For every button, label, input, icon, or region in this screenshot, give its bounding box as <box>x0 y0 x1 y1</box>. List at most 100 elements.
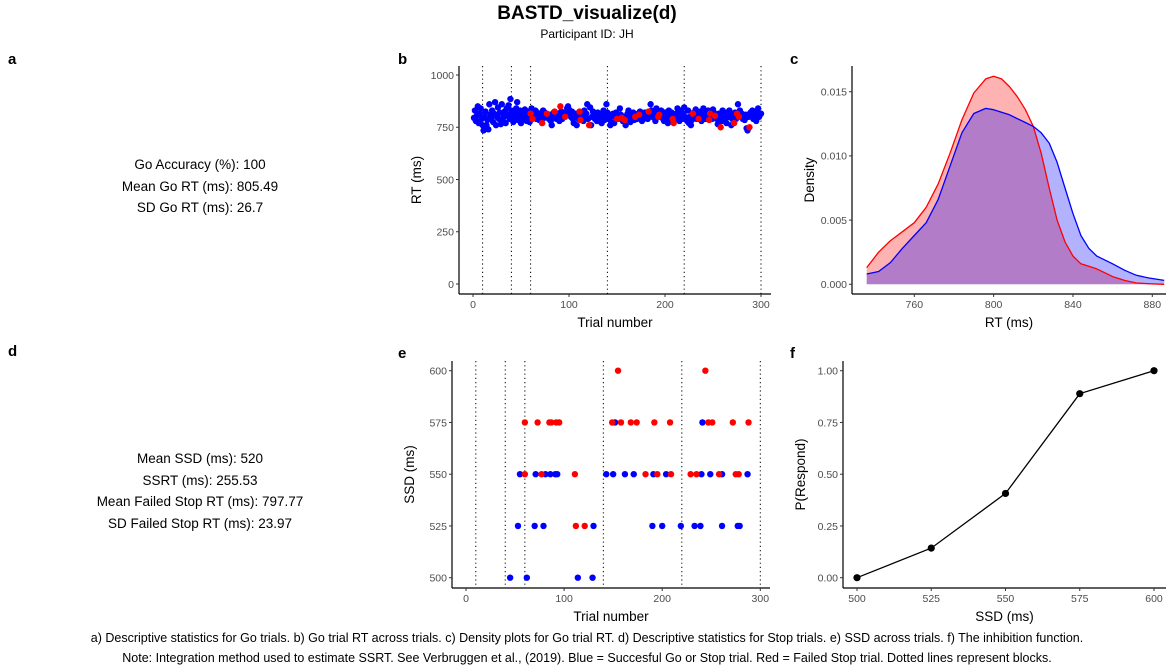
failed-stop-point <box>572 522 580 530</box>
panel-e-letter: e <box>398 345 406 362</box>
y-tick-label: 550 <box>429 469 447 481</box>
failed-stop-point <box>745 419 752 426</box>
y-axis-title: SSD (ms) <box>402 445 417 504</box>
caption-line-1: a) Descriptive statistics for Go trials.… <box>90 631 1084 645</box>
x-tick-label: 525 <box>922 593 940 605</box>
panel-c: c 760 800 840 880 0.000 0.005 0.010 0.015 RT (ms)… <box>790 51 1166 330</box>
go-trial-point <box>498 101 505 108</box>
successful-stop-point <box>697 522 704 530</box>
y-tick-label: 0.75 <box>818 417 839 429</box>
successful-stop-point <box>744 471 751 478</box>
x-tick-label: 500 <box>848 593 866 605</box>
failed-stop-point <box>621 116 628 124</box>
successful-stop-point <box>736 522 743 530</box>
go-trial-point <box>700 105 707 112</box>
successful-stop-point <box>532 471 539 478</box>
go-trial-point <box>647 101 654 108</box>
x-axis-title: Trial number <box>573 609 649 624</box>
y-tick-label: 500 <box>436 174 454 186</box>
failed-stop-point <box>561 113 569 121</box>
successful-stop-point <box>547 471 554 478</box>
successful-stop-point <box>649 522 656 530</box>
failed-stop-point <box>695 115 702 123</box>
failed-stop-point <box>693 471 700 478</box>
failed-stop-point <box>577 116 584 124</box>
panel-a-letter: a <box>8 51 17 68</box>
x-tick-label: 200 <box>656 299 674 311</box>
go-stats-panel: Go Accuracy (%): 100 Mean Go RT (ms): 80… <box>40 154 360 219</box>
density-curve <box>866 75 1165 285</box>
y-tick-label: 0.25 <box>818 521 839 533</box>
go-trial-point <box>622 121 629 129</box>
y-tick-label: 0.015 <box>821 87 847 99</box>
y-tick-label: 750 <box>436 122 454 134</box>
failed-stop-point <box>534 419 541 426</box>
successful-stop-point <box>662 471 670 478</box>
x-tick-label: 880 <box>1144 299 1162 311</box>
go-trial-point <box>653 105 660 112</box>
x-tick-label: 840 <box>1064 299 1082 311</box>
y-tick-label: 500 <box>429 573 447 585</box>
failed-stop-point <box>645 108 652 115</box>
failed-stop-point <box>642 471 649 478</box>
y-tick-label: 0.010 <box>821 151 847 163</box>
go-trial-point <box>510 118 517 126</box>
successful-stop-point <box>677 522 685 530</box>
y-tick-label: 250 <box>436 227 454 239</box>
x-tick-label: 200 <box>653 593 671 605</box>
failed-stop-point <box>521 419 529 426</box>
mean-go-rt: Mean Go RT (ms): 805.49 <box>121 178 279 194</box>
go-trial-point <box>684 107 692 114</box>
failed-stop-point <box>709 419 716 426</box>
go-trial-point <box>754 105 762 112</box>
y-axis-title: Density <box>802 157 817 202</box>
failed-stop-point <box>735 471 742 478</box>
successful-stop-point <box>718 522 726 530</box>
go-trial-point <box>477 105 484 112</box>
mean-failed-stop-rt: Mean Failed Stop RT (ms): 797.77 <box>96 494 304 509</box>
stop-stats-panel: Mean SSD (ms): 520 SSRT (ms): 255.53 Mea… <box>40 448 360 534</box>
y-tick-label: 525 <box>429 521 447 533</box>
successful-stop-point <box>574 574 582 581</box>
x-tick-label: 800 <box>985 299 1003 311</box>
x-tick-label: 550 <box>997 593 1015 605</box>
failed-stop-point <box>746 124 753 131</box>
failed-stop-point <box>608 419 616 426</box>
successful-stop-point <box>609 471 617 478</box>
successful-stop-point <box>603 471 610 478</box>
failed-stop-point <box>635 111 643 118</box>
failed-stop-point <box>521 471 529 478</box>
participant-id: Participant ID: JH <box>540 27 634 41</box>
successful-stop-point <box>589 574 596 581</box>
successful-stop-point <box>698 471 705 478</box>
go-trial-point <box>603 101 610 108</box>
successful-stop-point <box>514 522 522 530</box>
go-trial-point <box>583 110 590 117</box>
failed-stop-point <box>705 116 713 124</box>
successful-stop-point <box>506 574 514 581</box>
failed-stop-point <box>633 419 640 426</box>
failed-stop-point <box>706 110 714 117</box>
failed-stop-point <box>656 111 663 118</box>
y-tick-label: 600 <box>429 366 447 378</box>
y-tick-label: 0.005 <box>821 215 847 227</box>
go-trial-point <box>687 121 695 129</box>
failed-stop-point <box>730 119 738 127</box>
caption-line-2: Note: Integration method used to estimat… <box>122 651 1052 665</box>
y-tick-label: 0.000 <box>821 279 847 291</box>
go-accuracy: Go Accuracy (%): 100 <box>134 157 266 172</box>
x-tick-label: 100 <box>560 299 578 311</box>
failed-stop-point <box>735 113 743 121</box>
density-area <box>866 108 1165 285</box>
failed-stop-point <box>654 471 661 478</box>
successful-stop-point <box>516 471 524 478</box>
failed-stop-point <box>715 471 723 478</box>
x-tick-label: 300 <box>752 299 770 311</box>
x-tick-label: 300 <box>752 593 770 605</box>
panel-e: e 0 100 200 300 500 525 550 575 600 Trial number SS… <box>398 345 770 624</box>
mean-ssd: Mean SSD (ms): 520 <box>136 451 264 466</box>
go-trial-point <box>734 101 742 108</box>
inhibition-function-point <box>1150 367 1158 375</box>
failed-stop-point <box>617 419 625 426</box>
